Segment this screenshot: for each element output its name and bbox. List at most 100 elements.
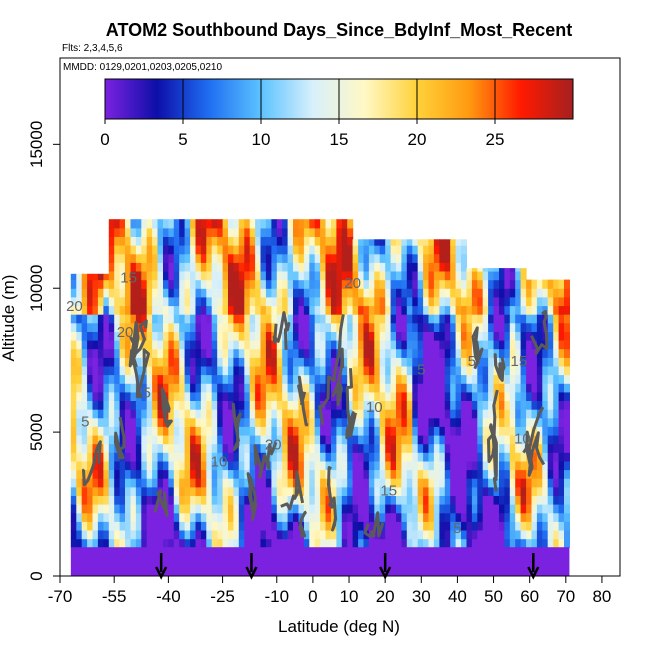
heatmap-cell	[276, 538, 283, 548]
heatmap-cell	[163, 521, 169, 531]
heatmap-cell	[249, 357, 256, 367]
heatmap-cell	[70, 400, 77, 410]
heatmap-cell	[417, 530, 424, 540]
heatmap-cell	[190, 409, 197, 419]
heatmap-cell	[482, 288, 489, 298]
heatmap-cell	[244, 305, 251, 315]
heatmap-cell	[70, 279, 77, 289]
heatmap-cell	[271, 400, 278, 410]
heatmap-cell	[87, 426, 94, 436]
heatmap-cell	[146, 219, 153, 229]
heatmap-cell	[558, 305, 565, 315]
heatmap-cell	[336, 452, 343, 462]
heatmap-cell	[293, 227, 299, 237]
colorbar-ticks: 0 5 10 15 20 25	[100, 79, 504, 149]
heatmap-cell	[455, 478, 462, 488]
heatmap-cell	[97, 504, 104, 514]
heatmap-cell	[314, 383, 321, 393]
heatmap-cell	[179, 409, 186, 419]
heatmap-cell	[412, 452, 419, 462]
heatmap-cell	[341, 262, 348, 272]
heatmap-cell	[520, 417, 527, 427]
heatmap-cell	[184, 495, 191, 505]
heatmap-cell	[390, 296, 397, 307]
heatmap-cell	[282, 460, 289, 471]
heatmap-cell	[417, 452, 424, 462]
heatmap-cell	[450, 495, 457, 505]
heatmap-cell	[509, 452, 516, 462]
heatmap-cell	[265, 279, 272, 289]
heatmap-cell	[461, 374, 467, 384]
heatmap-cell	[222, 512, 229, 522]
heatmap-cell	[249, 262, 256, 272]
heatmap-cell	[190, 253, 197, 263]
heatmap-cell	[444, 391, 451, 401]
heatmap-cell	[504, 374, 511, 384]
heatmap-cell	[87, 314, 94, 324]
heatmap-cell	[526, 314, 533, 324]
heatmap-cell	[190, 279, 197, 289]
heatmap-cell	[152, 271, 159, 281]
heatmap-cell	[564, 469, 570, 479]
heatmap-cell	[450, 262, 457, 272]
contour-line	[82, 440, 102, 487]
heatmap-cell	[179, 495, 186, 505]
heatmap-cell	[81, 504, 88, 514]
heatmap-cell	[97, 426, 104, 436]
heatmap-cell	[347, 512, 354, 522]
heatmap-cell	[558, 348, 565, 358]
heatmap-cell	[363, 253, 370, 263]
heatmap-cell	[488, 383, 495, 393]
heatmap-cell	[385, 521, 392, 531]
heatmap-cell	[352, 374, 359, 384]
heatmap-cell	[222, 357, 229, 367]
heatmap-cell	[358, 452, 365, 462]
heatmap-cell	[152, 305, 159, 315]
heatmap-cell	[564, 478, 570, 488]
heatmap-cell	[157, 262, 164, 272]
heatmap-cell	[390, 478, 397, 488]
heatmap-cell	[276, 409, 283, 419]
heatmap-cell	[417, 340, 424, 350]
heatmap-cell	[358, 521, 365, 531]
heatmap-cell	[401, 417, 408, 427]
heatmap-cell	[152, 340, 159, 350]
heatmap-cell	[87, 443, 94, 453]
contour-line	[133, 319, 148, 356]
flight-marker-arrowhead	[527, 566, 540, 580]
heatmap-cell	[385, 245, 392, 255]
heatmap-cell	[119, 538, 126, 548]
heatmap-cell	[515, 469, 522, 479]
heatmap-cell	[347, 504, 354, 514]
heatmap-cell	[211, 296, 218, 307]
heatmap-cell	[363, 239, 370, 246]
heatmap-cell	[433, 374, 440, 384]
heatmap-cell	[168, 262, 175, 272]
heatmap-cell	[406, 478, 413, 488]
heatmap-cell	[119, 521, 126, 531]
heatmap-cell	[542, 383, 549, 393]
heatmap-cell	[423, 435, 430, 445]
heatmap-cell	[244, 452, 251, 462]
heatmap-cell	[374, 322, 381, 332]
heatmap-cell	[157, 521, 164, 531]
heatmap-cell	[450, 460, 457, 471]
heatmap-cell	[477, 331, 484, 341]
heatmap-cell	[103, 374, 110, 384]
heatmap-cell	[477, 271, 484, 281]
heatmap-cell	[358, 409, 365, 419]
dates-label: MMDD: 0129,0201,0203,0205,0210	[63, 62, 222, 73]
heatmap-cell	[499, 391, 505, 401]
heatmap-cell	[233, 314, 240, 324]
heatmap-cell	[211, 521, 218, 531]
heatmap-cell	[276, 236, 283, 246]
heatmap-cell	[173, 322, 180, 332]
heatmap-cell	[423, 426, 430, 436]
heatmap-cell	[347, 322, 354, 332]
heatmap-cell	[553, 288, 560, 298]
heatmap-cell	[217, 296, 224, 307]
heatmap-cell	[173, 314, 180, 324]
heatmap-cell	[76, 460, 83, 471]
heatmap-cell	[119, 245, 126, 255]
